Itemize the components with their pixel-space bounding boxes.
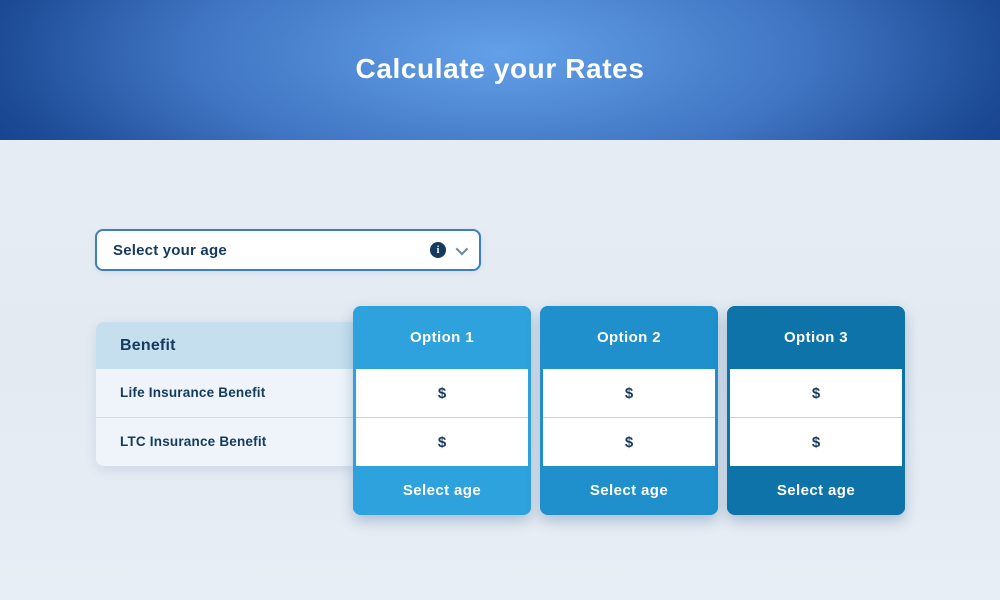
page-title: Calculate your Rates bbox=[355, 53, 645, 84]
option-3-select-age-button[interactable]: Select age bbox=[727, 466, 905, 515]
option-2-life-value: $ bbox=[543, 369, 715, 418]
age-select-label: Select your age bbox=[113, 241, 227, 259]
option-1-select-age-button[interactable]: Select age bbox=[353, 466, 531, 515]
page-header-banner: Calculate your Rates bbox=[0, 0, 1000, 140]
option-2-select-age-button[interactable]: Select age bbox=[540, 466, 718, 515]
table-row-life-insurance: Life Insurance Benefit bbox=[96, 369, 358, 418]
option-2-values: $ $ bbox=[543, 369, 715, 466]
option-3-values: $ $ bbox=[730, 369, 902, 466]
option-1-values: $ $ bbox=[356, 369, 528, 466]
age-select-dropdown[interactable]: Select your age i bbox=[95, 229, 481, 271]
option-2-ltc-value: $ bbox=[624, 433, 634, 451]
option-1-life-value: $ bbox=[356, 369, 528, 418]
option-card-1: Option 1 $ $ Select age bbox=[353, 306, 531, 515]
option-3-ltc-value: $ bbox=[811, 433, 821, 451]
option-card-3: Option 3 $ $ Select age bbox=[727, 306, 905, 515]
option-1-header: Option 1 bbox=[353, 306, 531, 369]
table-row-ltc-insurance: LTC Insurance Benefit bbox=[120, 434, 267, 449]
benefit-table: Benefit Life Insurance Benefit LTC Insur… bbox=[96, 322, 358, 466]
option-1-ltc-value: $ bbox=[437, 433, 447, 451]
info-icon[interactable]: i bbox=[430, 242, 446, 258]
option-card-2: Option 2 $ $ Select age bbox=[540, 306, 718, 515]
benefit-column-header: Benefit bbox=[96, 322, 358, 369]
benefit-rows: Life Insurance Benefit LTC Insurance Ben… bbox=[96, 369, 358, 466]
chevron-down-icon bbox=[455, 242, 469, 255]
option-3-header: Option 3 bbox=[727, 306, 905, 369]
option-2-header: Option 2 bbox=[540, 306, 718, 369]
option-3-life-value: $ bbox=[730, 369, 902, 418]
